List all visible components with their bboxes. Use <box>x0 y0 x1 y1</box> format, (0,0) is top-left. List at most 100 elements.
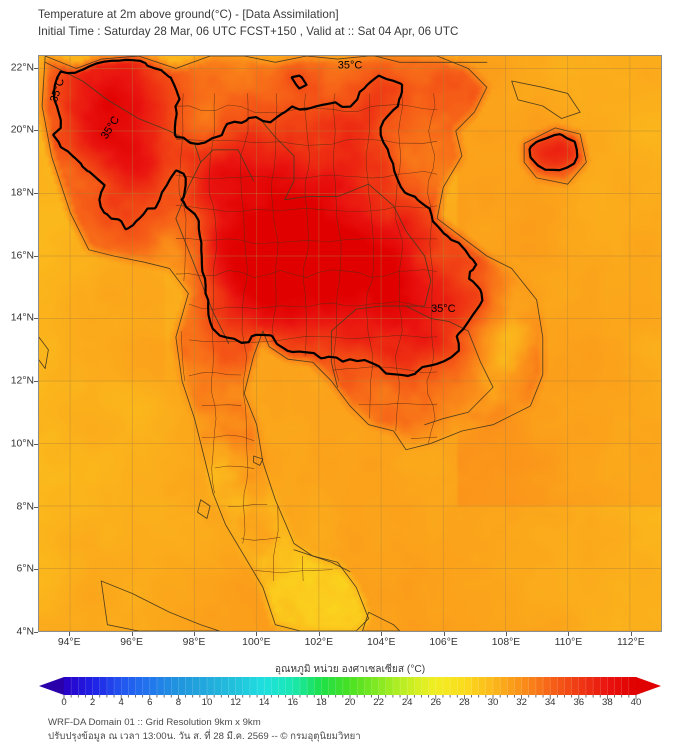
colorbar-segment <box>392 677 401 695</box>
contour-label-text: 35°C <box>338 59 363 71</box>
border-line <box>330 305 407 388</box>
colorbar-segment <box>149 677 158 695</box>
colorbar-segment <box>550 677 558 695</box>
y-tick-label: 10°N <box>10 438 34 450</box>
colorbar-segment <box>235 677 244 695</box>
x-tick-mark <box>443 632 445 636</box>
x-tick-mark <box>318 632 320 636</box>
colorbar-segment <box>485 677 494 695</box>
border-line <box>405 305 494 426</box>
y-tick-mark <box>34 443 38 445</box>
coastline-phuket <box>197 499 211 519</box>
colorbar-segment <box>71 677 79 695</box>
y-tick-mark <box>34 130 38 132</box>
x-tick-mark <box>256 632 258 636</box>
province-boundary <box>178 93 187 282</box>
colorbar-segment <box>614 677 623 695</box>
colorbar-tick-label: 34 <box>544 697 556 708</box>
chart-title-block: Temperature at 2m above ground(°C) - [Da… <box>38 6 658 40</box>
colorbar-segment <box>207 677 215 695</box>
coastline-mainland <box>41 56 544 631</box>
x-tick-label: 108°E <box>491 637 521 648</box>
colorbar-segment <box>192 677 201 695</box>
colorbar-tick-label: 36 <box>573 697 585 708</box>
colorbar-tick-label: 8 <box>175 697 182 708</box>
province-boundary <box>175 104 438 114</box>
province-boundary <box>175 138 438 146</box>
colorbar-segment <box>78 677 86 695</box>
province-boundary <box>273 506 279 581</box>
colorbar-segment <box>407 677 415 695</box>
colorbar-segment <box>543 677 551 695</box>
y-tick-label: 4°N <box>16 626 34 638</box>
y-tick-label: 8°N <box>16 501 34 513</box>
colorbar-segment <box>156 677 165 695</box>
y-tick-mark <box>34 506 38 508</box>
footer-line-2: ปรับปรุงข้อมูล ณ เวลา 13:00น. วัน ส. ที่… <box>48 731 361 742</box>
province-boundary <box>175 237 438 244</box>
footer-line-1: WRF-DA Domain 01 :: Grid Resolution 9km … <box>48 717 261 728</box>
x-tick-label: 110°E <box>554 637 583 648</box>
colorbar-segment <box>457 677 465 695</box>
colorbar-segment <box>364 677 372 695</box>
colorbar-segment <box>321 677 329 695</box>
colorbar-segment <box>464 677 472 695</box>
colorbar-segment <box>557 677 565 695</box>
y-tick-mark <box>34 632 38 633</box>
colorbar-segment <box>278 677 286 695</box>
colorbar-segment <box>414 677 422 695</box>
x-tick-label: 98°E <box>182 637 206 648</box>
colorbar-tick-label: 4 <box>118 697 124 708</box>
y-tick-label: 6°N <box>16 563 34 575</box>
province-boundary <box>426 93 436 444</box>
province-boundary <box>240 93 249 544</box>
colorbar-segment <box>385 677 394 695</box>
colorbar-segment <box>471 677 480 695</box>
colorbar-segment <box>342 677 351 695</box>
province-boundary <box>254 569 333 574</box>
province-boundary <box>188 301 438 310</box>
colorbar-segment <box>249 677 258 695</box>
colorbar-segment <box>578 677 587 695</box>
colorbar-over-arrow <box>636 677 661 695</box>
colorbar-segment <box>242 677 251 695</box>
colorbar-segment <box>493 677 501 695</box>
y-tick-mark <box>34 192 38 194</box>
colorbar-segment <box>221 677 229 695</box>
colorbar-segment <box>106 677 115 695</box>
colorbar-segment <box>142 677 151 695</box>
gridlines-group <box>39 56 661 631</box>
border-line <box>293 549 351 573</box>
y-tick-label: 18°N <box>10 187 34 199</box>
colorbar-segment <box>593 677 601 695</box>
border-line <box>374 56 488 63</box>
colorbar-segment <box>607 677 615 695</box>
coastline-malaya-east <box>362 611 401 631</box>
colorbar-tick-label: 6 <box>147 697 153 708</box>
province-boundary <box>241 537 281 541</box>
colorbar-tick-label: 28 <box>459 697 470 708</box>
colorbar-segment <box>450 677 458 695</box>
colorbar-segment <box>271 677 279 695</box>
colorbar-segment <box>264 677 272 695</box>
coastlines-group <box>39 56 587 631</box>
colorbar-segment <box>535 677 544 695</box>
colorbar-segment <box>228 677 236 695</box>
colorbar-segment <box>171 677 179 695</box>
y-tick-mark <box>34 255 38 257</box>
border-line <box>44 61 230 344</box>
colorbar-segment <box>585 677 594 695</box>
colorbar-segment <box>350 677 358 695</box>
contour-line-35c <box>290 74 308 90</box>
colorbar-segment <box>99 677 108 695</box>
contour-label: 35°C <box>431 303 456 315</box>
coastline-hainan <box>523 127 587 185</box>
colorbar-segment <box>428 677 437 695</box>
y-tick-label: 16°N <box>10 250 34 262</box>
colorbar-tick-label: 16 <box>287 697 299 708</box>
colorbar-tick-label: 12 <box>230 697 241 708</box>
contour-lines-group <box>52 58 579 377</box>
colorbar-tick-label: 38 <box>602 697 613 708</box>
colorbar-segment <box>328 677 337 695</box>
contour-label: 35°C <box>338 59 363 71</box>
